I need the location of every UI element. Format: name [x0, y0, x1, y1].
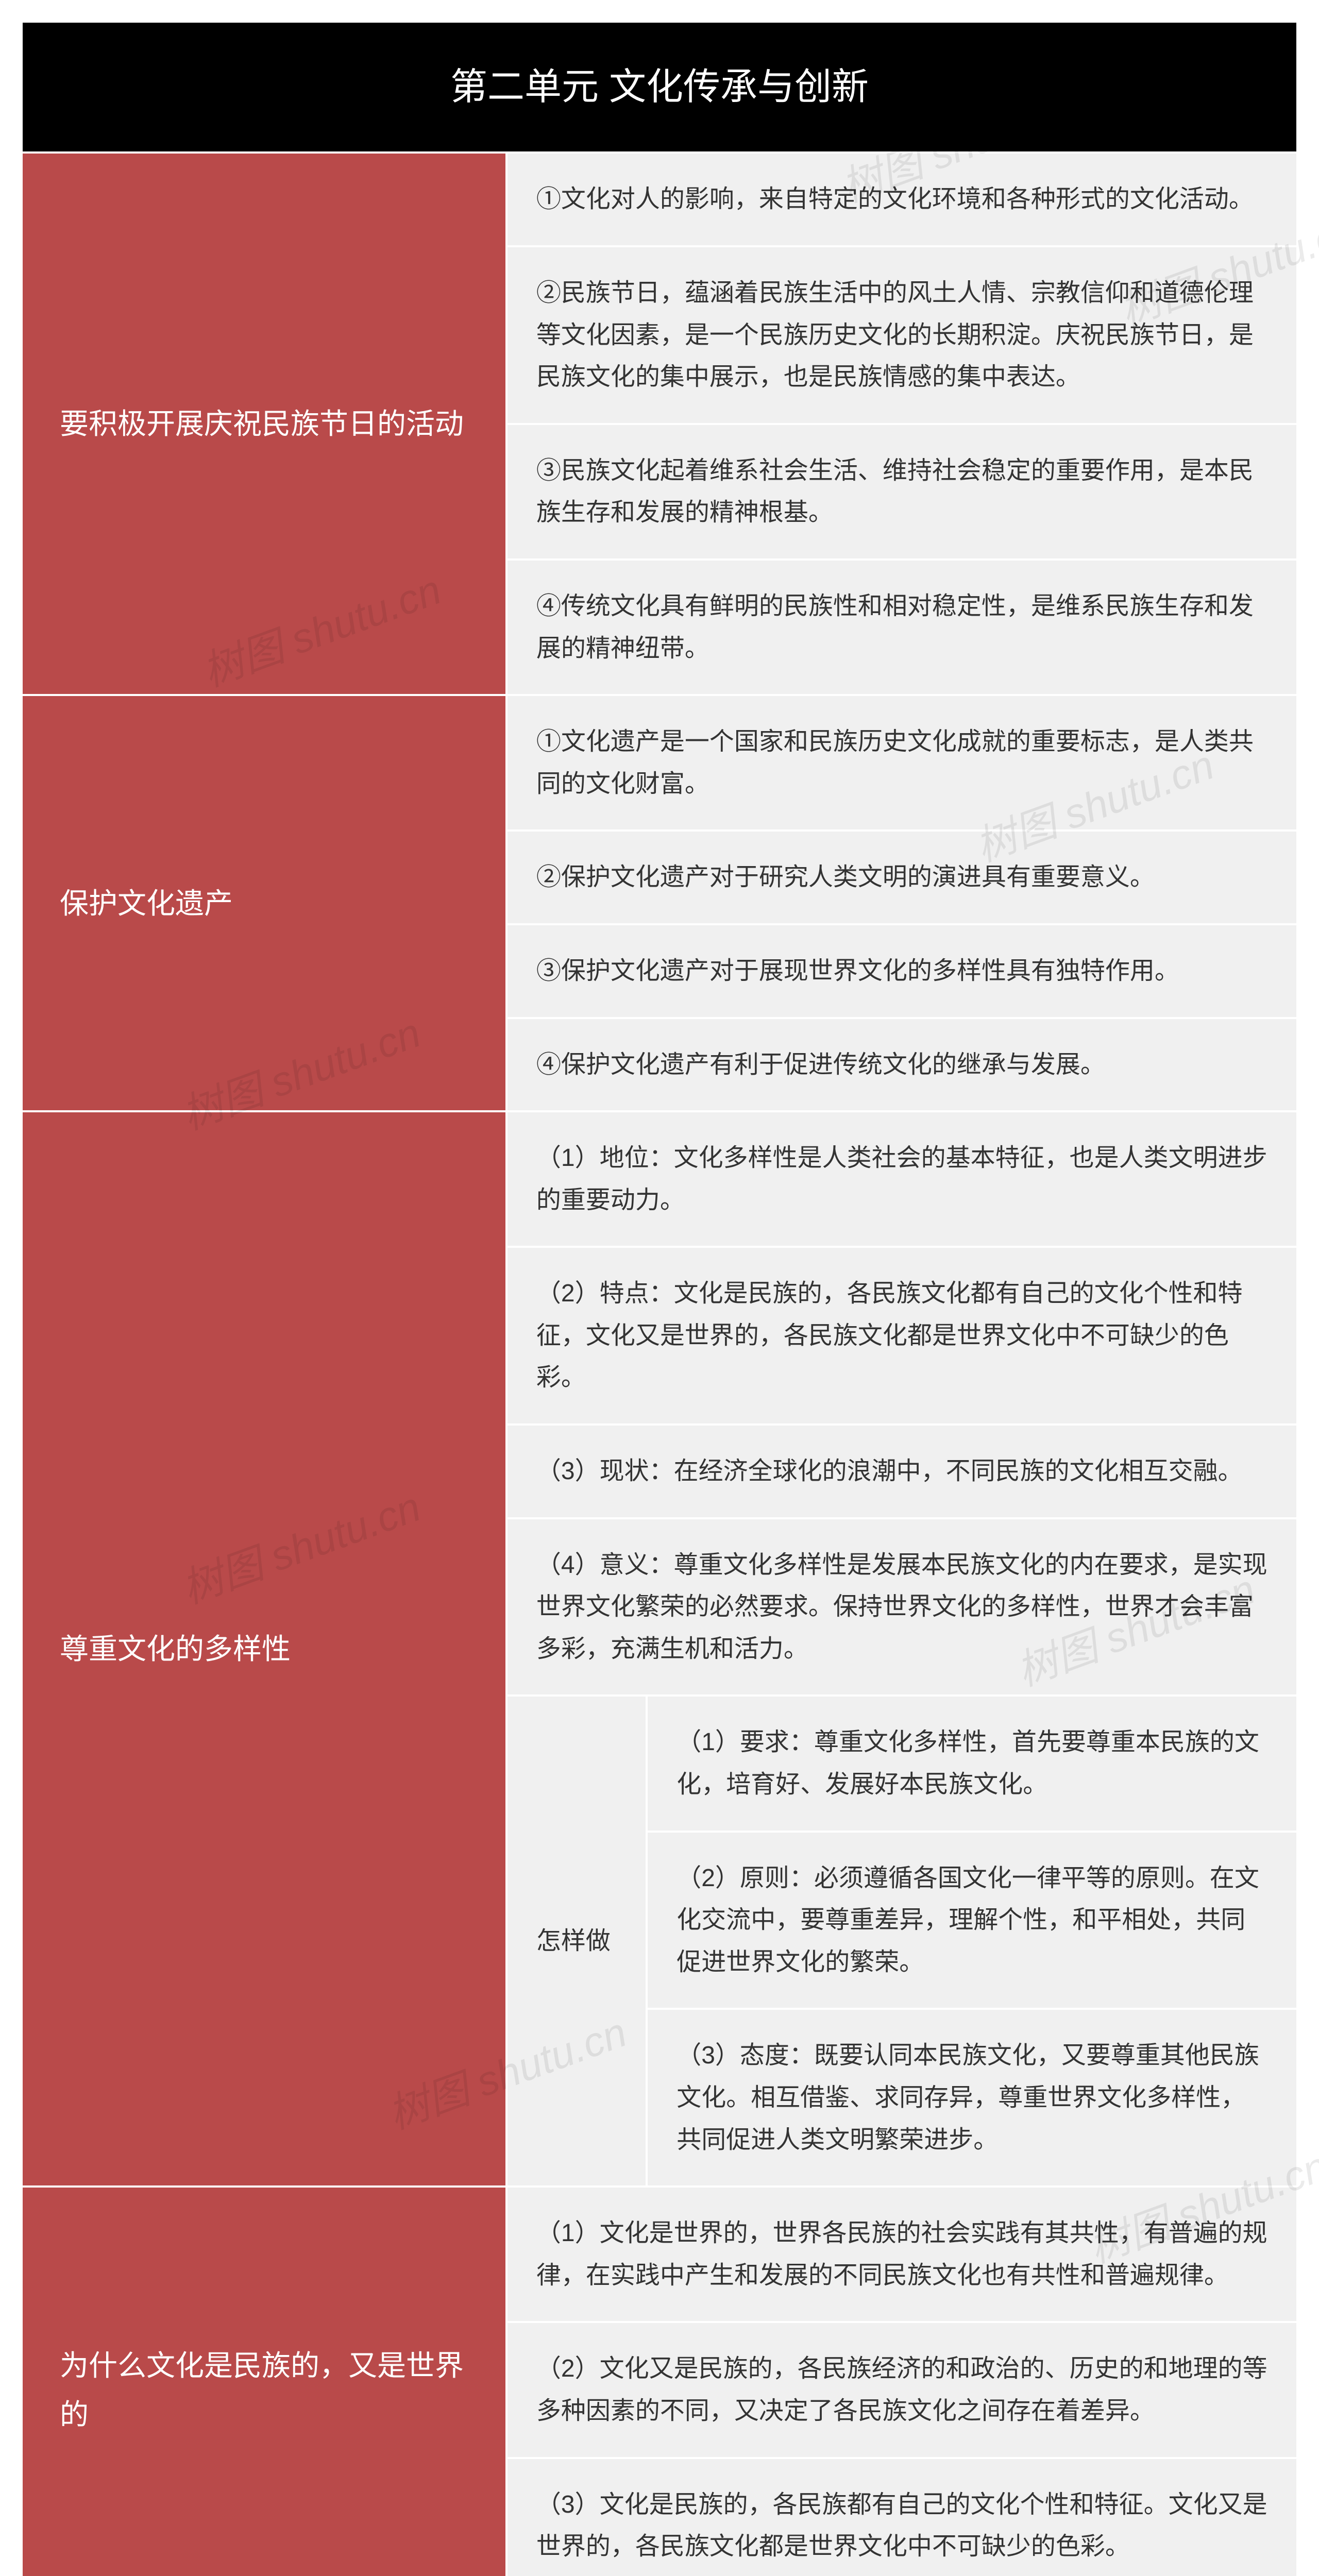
section-heading-2: 尊重文化的多样性 — [22, 1111, 506, 2187]
section-heading-0: 要积极开展庆祝民族节日的活动 — [22, 152, 506, 695]
content-cell: （1）文化是世界的，世界各民族的社会实践有其共性，有普遍的规律，在实践中产生和发… — [506, 2187, 1297, 2322]
page-wrap: 第二单元 文化传承与创新 要积极开展庆祝民族节日的活动 ①文化对人的影响，来自特… — [21, 21, 1298, 2576]
sub-label-2: 怎样做 — [506, 1696, 647, 2187]
content-cell: （2）文化又是民族的，各民族经济的和政治的、历史的和地理的等多种因素的不同，又决… — [506, 2322, 1297, 2458]
content-cell: （3）态度：既要认同本民族文化，又要尊重其他民族文化。相互借鉴、求同存异，尊重世… — [647, 2009, 1297, 2187]
content-cell: （2）特点：文化是民族的，各民族文化都有自己的文化个性和特征，文化又是世界的，各… — [506, 1247, 1297, 1425]
content-cell: （1）地位：文化多样性是人类社会的基本特征，也是人类文明进步的重要动力。 — [506, 1111, 1297, 1247]
content-cell: （1）要求：尊重文化多样性，首先要尊重本民族的文化，培育好、发展好本民族文化。 — [647, 1696, 1297, 1831]
content-cell: （3）文化是民族的，各民族都有自己的文化个性和特征。文化又是世界的，各民族文化都… — [506, 2458, 1297, 2576]
content-cell: （3）现状：在经济全球化的浪潮中，不同民族的文化相互交融。 — [506, 1425, 1297, 1518]
page-title: 第二单元 文化传承与创新 — [22, 22, 1297, 152]
section-heading-1: 保护文化遗产 — [22, 695, 506, 1111]
content-cell: ④保护文化遗产有利于促进传统文化的继承与发展。 — [506, 1018, 1297, 1112]
content-cell: ④传统文化具有鲜明的民族性和相对稳定性，是维系民族生存和发展的精神纽带。 — [506, 560, 1297, 695]
content-cell: ③保护文化遗产对于展现世界文化的多样性具有独特作用。 — [506, 924, 1297, 1018]
content-cell: ③民族文化起着维系社会生活、维持社会稳定的重要作用，是本民族生存和发展的精神根基… — [506, 424, 1297, 560]
content-cell: ②民族节日，蕴涵着民族生活中的风土人情、宗教信仰和道德伦理等文化因素，是一个民族… — [506, 246, 1297, 424]
content-cell: ①文化遗产是一个国家和民族历史文化成就的重要标志，是人类共同的文化财富。 — [506, 695, 1297, 831]
content-cell: （2）原则：必须遵循各国文化一律平等的原则。在文化交流中，要尊重差异，理解个性，… — [647, 1832, 1297, 2009]
outline-table: 第二单元 文化传承与创新 要积极开展庆祝民族节日的活动 ①文化对人的影响，来自特… — [21, 21, 1298, 2576]
content-cell: （4）意义：尊重文化多样性是发展本民族文化的内在要求，是实现世界文化繁荣的必然要… — [506, 1518, 1297, 1696]
section-heading-3: 为什么文化是民族的，又是世界的 — [22, 2187, 506, 2576]
content-cell: ①文化对人的影响，来自特定的文化环境和各种形式的文化活动。 — [506, 152, 1297, 246]
content-cell: ②保护文化遗产对于研究人类文明的演进具有重要意义。 — [506, 831, 1297, 924]
